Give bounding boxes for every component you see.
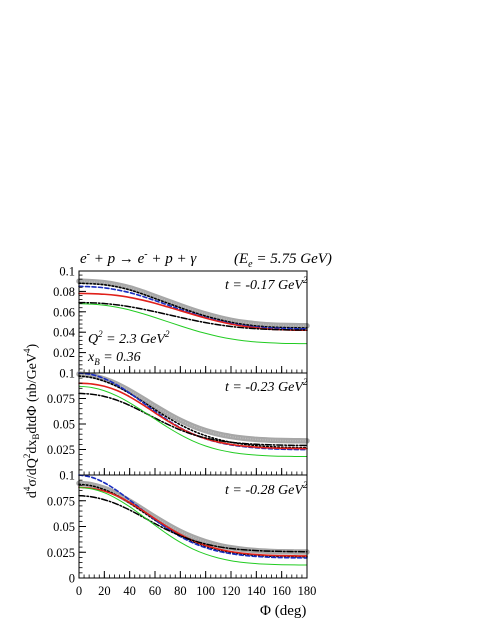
panel-label: t = -0.17 GeV2: [225, 275, 308, 293]
x-tick-label: 100: [196, 584, 215, 598]
y-tick-label: 0.1: [59, 469, 75, 483]
x-tick-label: 80: [174, 584, 187, 598]
beam-energy-label: (Ee = 5.75 GeV): [234, 251, 332, 270]
y-tick-label: 0.075: [47, 494, 75, 508]
y-tick-label: 0.075: [47, 392, 75, 406]
series-dash-dot-line: [78, 392, 308, 447]
y-tick-label: 0.025: [47, 546, 75, 560]
series-solid-line: [78, 382, 308, 450]
series-solid-thin-line: [78, 486, 308, 566]
xb-label: xB = 0.36: [87, 350, 141, 367]
panel-t-017: 0.02 0.04 0.06 0.08 0.1 t = -0.17 GeV2 Q2 = …: [53, 265, 310, 374]
series-dotted-line: [78, 375, 308, 449]
axis-layer: 0.025 0.05 0.075 0.1: [47, 367, 308, 476]
x-axis-title: Φ (deg): [260, 603, 306, 619]
y-tick-label: 0: [69, 572, 75, 586]
reaction-label: e- + p → e- + p + γ: [80, 249, 197, 267]
curve-layer: [76, 474, 310, 566]
x-tick-label: 180: [298, 584, 317, 598]
y-tick-label: 0.02: [53, 346, 75, 360]
axis-layer: 0.02 0.04 0.06 0.08 0.1: [53, 265, 308, 374]
y-tick-label: 0.05: [53, 418, 75, 432]
x-tick-label: 140: [247, 584, 266, 598]
axis-layer: 0 0.025 0.05 0.075 0.1 0 20 40 60 80 100 120 140 160 1…: [47, 469, 317, 599]
x-tick-label: 40: [123, 584, 136, 598]
panel-t-023: 0.025 0.05 0.075 0.1 t = -0.23 GeV2: [47, 367, 310, 476]
series-solid-thin-line: [78, 303, 308, 345]
panel-label: t = -0.28 GeV2: [225, 480, 308, 498]
panel-t-028: 0 0.025 0.05 0.075 0.1 0 20 40 60 80 100 120 140 160 1…: [47, 469, 317, 599]
q2-label: Q2 = 2.3 GeV2: [88, 329, 170, 347]
series-dash-dot-line: [78, 301, 308, 331]
series-dashed-line: [78, 474, 308, 559]
y-tick-label: 0.025: [47, 443, 75, 457]
x-tick-label: 60: [149, 584, 162, 598]
curve-layer: [76, 371, 310, 458]
x-tick-label: 120: [222, 584, 241, 598]
y-tick-label: 0.05: [53, 520, 75, 534]
panel-label: t = -0.23 GeV2: [225, 377, 308, 395]
series-dotted-line: [78, 282, 308, 329]
curve-layer: [76, 278, 310, 345]
series-solid-thin-line: [78, 385, 308, 458]
x-tick-label: 0: [76, 584, 82, 598]
y-axis-title: d4σ/dQ2dxBdtdΦ (nb/GeV4): [22, 344, 41, 499]
y-tick-label: 0.08: [53, 285, 75, 299]
x-tick-label: 160: [272, 584, 291, 598]
y-tick-label: 0.1: [59, 367, 75, 381]
series-grey-band-texture: [78, 280, 308, 327]
x-tick-label: 20: [98, 584, 111, 598]
y-tick-label: 0.04: [53, 326, 76, 340]
y-tick-label: 0.06: [53, 305, 75, 319]
series-dash-dot-line: [78, 494, 308, 553]
y-tick-label: 0.1: [59, 265, 75, 279]
